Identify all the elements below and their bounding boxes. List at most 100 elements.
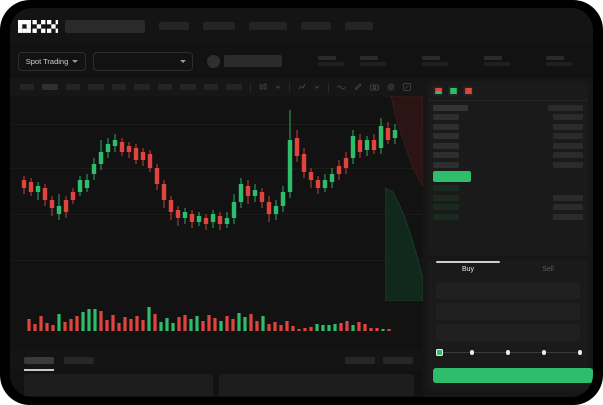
ticker-stat-label xyxy=(484,55,502,60)
slider-marker-25[interactable] xyxy=(469,350,475,355)
ticker-stat-0 xyxy=(318,55,344,67)
trading-pair-select[interactable] xyxy=(93,51,193,71)
orders-action-0[interactable] xyxy=(345,356,375,364)
nav-item-3[interactable] xyxy=(301,22,331,30)
timeframe-button-7[interactable] xyxy=(180,84,196,90)
order-book-last-price xyxy=(433,170,471,182)
okx-logo-icon[interactable] xyxy=(18,19,58,33)
timeframe-button-0[interactable] xyxy=(20,84,34,90)
ticker-stat-label xyxy=(422,55,440,60)
slider-marker-75[interactable] xyxy=(541,350,547,355)
nav-item-4[interactable] xyxy=(345,22,373,30)
wave-line-icon[interactable] xyxy=(337,83,346,91)
order-book-bid-row[interactable] xyxy=(428,213,588,220)
order-book-bid-row[interactable] xyxy=(428,185,588,192)
order-book-ask-row[interactable] xyxy=(428,133,588,140)
chart-gridline-2 xyxy=(10,214,423,215)
timeframe-button-4[interactable] xyxy=(112,84,126,90)
ticker-stat-label xyxy=(546,55,564,60)
order-amount-cell xyxy=(553,114,583,120)
chevron-down-icon[interactable] xyxy=(275,84,281,90)
timeframe-button-8[interactable] xyxy=(204,84,218,90)
order-price-cell xyxy=(433,161,459,168)
chevron-down-icon[interactable] xyxy=(314,84,320,90)
ticker-stat-label xyxy=(360,55,378,60)
slider-handle[interactable] xyxy=(436,349,443,356)
volume-bar-series xyxy=(27,307,391,331)
last-price-display xyxy=(224,55,282,67)
orders-action-1[interactable] xyxy=(383,356,413,364)
ticker-bar: Spot Trading xyxy=(10,44,593,78)
order-book-header-row[interactable] xyxy=(428,104,588,111)
candlestick-type-icon[interactable] xyxy=(259,83,267,91)
order-price-cell xyxy=(433,104,468,111)
timeframe-button-6[interactable] xyxy=(158,84,172,90)
order-amount-cell xyxy=(553,123,583,130)
orderbook-buy-icon[interactable] xyxy=(448,86,458,96)
order-book-ask-row[interactable] xyxy=(428,114,588,121)
orders-panel-1[interactable] xyxy=(219,374,414,396)
order-amount-input[interactable] xyxy=(436,303,580,320)
order-book-ask-row[interactable] xyxy=(428,142,588,149)
ticker-stat-2 xyxy=(422,55,448,67)
tab-sell[interactable]: Sell xyxy=(508,260,588,278)
volume-panel xyxy=(10,301,423,350)
order-amount-cell xyxy=(553,213,583,220)
timeframe-button-9[interactable] xyxy=(226,84,242,90)
nav-item-1[interactable] xyxy=(203,22,235,30)
ticker-stat-value xyxy=(318,62,344,67)
orders-panel-0[interactable] xyxy=(24,374,213,396)
camera-icon[interactable] xyxy=(370,83,379,91)
toolbar-divider xyxy=(250,82,251,92)
order-book-ask-row[interactable] xyxy=(428,161,588,168)
ticker-stat-3 xyxy=(484,55,510,67)
timeframe-button-3[interactable] xyxy=(88,84,104,90)
indicator-icon[interactable] xyxy=(298,83,306,91)
order-book-ask-row[interactable] xyxy=(428,152,588,159)
timeframe-button-1[interactable] xyxy=(42,84,58,90)
price-chart-panel[interactable] xyxy=(10,96,423,301)
timeframe-button-5[interactable] xyxy=(134,84,150,90)
settings-gear-icon[interactable] xyxy=(387,83,395,91)
nav-item-0[interactable] xyxy=(159,22,189,30)
order-price-cell xyxy=(433,142,459,149)
orderbook-both-icon[interactable] xyxy=(433,86,443,96)
candlestick-series xyxy=(21,110,398,230)
order-price-cell xyxy=(433,123,459,130)
order-total-input[interactable] xyxy=(436,324,580,341)
order-book xyxy=(428,81,588,256)
slider-marker-100[interactable] xyxy=(577,350,583,355)
order-book-bid-row[interactable] xyxy=(428,194,588,201)
trading-mode-select[interactable]: Spot Trading xyxy=(18,51,86,71)
slider-marker-50[interactable] xyxy=(505,350,511,355)
timeframe-button-2[interactable] xyxy=(66,84,80,90)
tab-sell-label: Sell xyxy=(542,265,554,273)
fullscreen-icon[interactable] xyxy=(403,83,411,91)
submit-buy-button[interactable] xyxy=(433,368,593,383)
order-price-cell xyxy=(433,133,459,139)
order-book-bid-row[interactable] xyxy=(428,204,588,211)
coin-avatar-icon xyxy=(207,54,220,68)
ticker-stat-value xyxy=(484,62,510,67)
chevron-down-icon xyxy=(180,59,186,63)
orders-tab-0[interactable] xyxy=(24,356,54,371)
order-price-input[interactable] xyxy=(436,282,580,299)
order-amount-cell xyxy=(553,133,583,139)
orders-tab-1[interactable] xyxy=(64,356,94,364)
app-screen: Spot Trading xyxy=(10,8,593,397)
depth-overlay xyxy=(385,96,423,301)
order-amount-slider[interactable] xyxy=(436,348,583,357)
search-input[interactable] xyxy=(65,19,145,33)
nav-item-2[interactable] xyxy=(249,22,287,30)
order-amount-cell xyxy=(553,142,583,149)
order-amount-cell xyxy=(553,152,583,158)
order-price-cell xyxy=(433,204,459,210)
order-amount-cell xyxy=(548,104,583,111)
order-book-ask-row[interactable] xyxy=(428,123,588,130)
orderbook-sell-icon[interactable] xyxy=(463,86,473,96)
ticker-stat-value xyxy=(546,62,572,67)
pencil-icon[interactable] xyxy=(354,83,362,91)
tab-buy[interactable]: Buy xyxy=(428,260,508,278)
chart-toolbar xyxy=(10,78,423,96)
